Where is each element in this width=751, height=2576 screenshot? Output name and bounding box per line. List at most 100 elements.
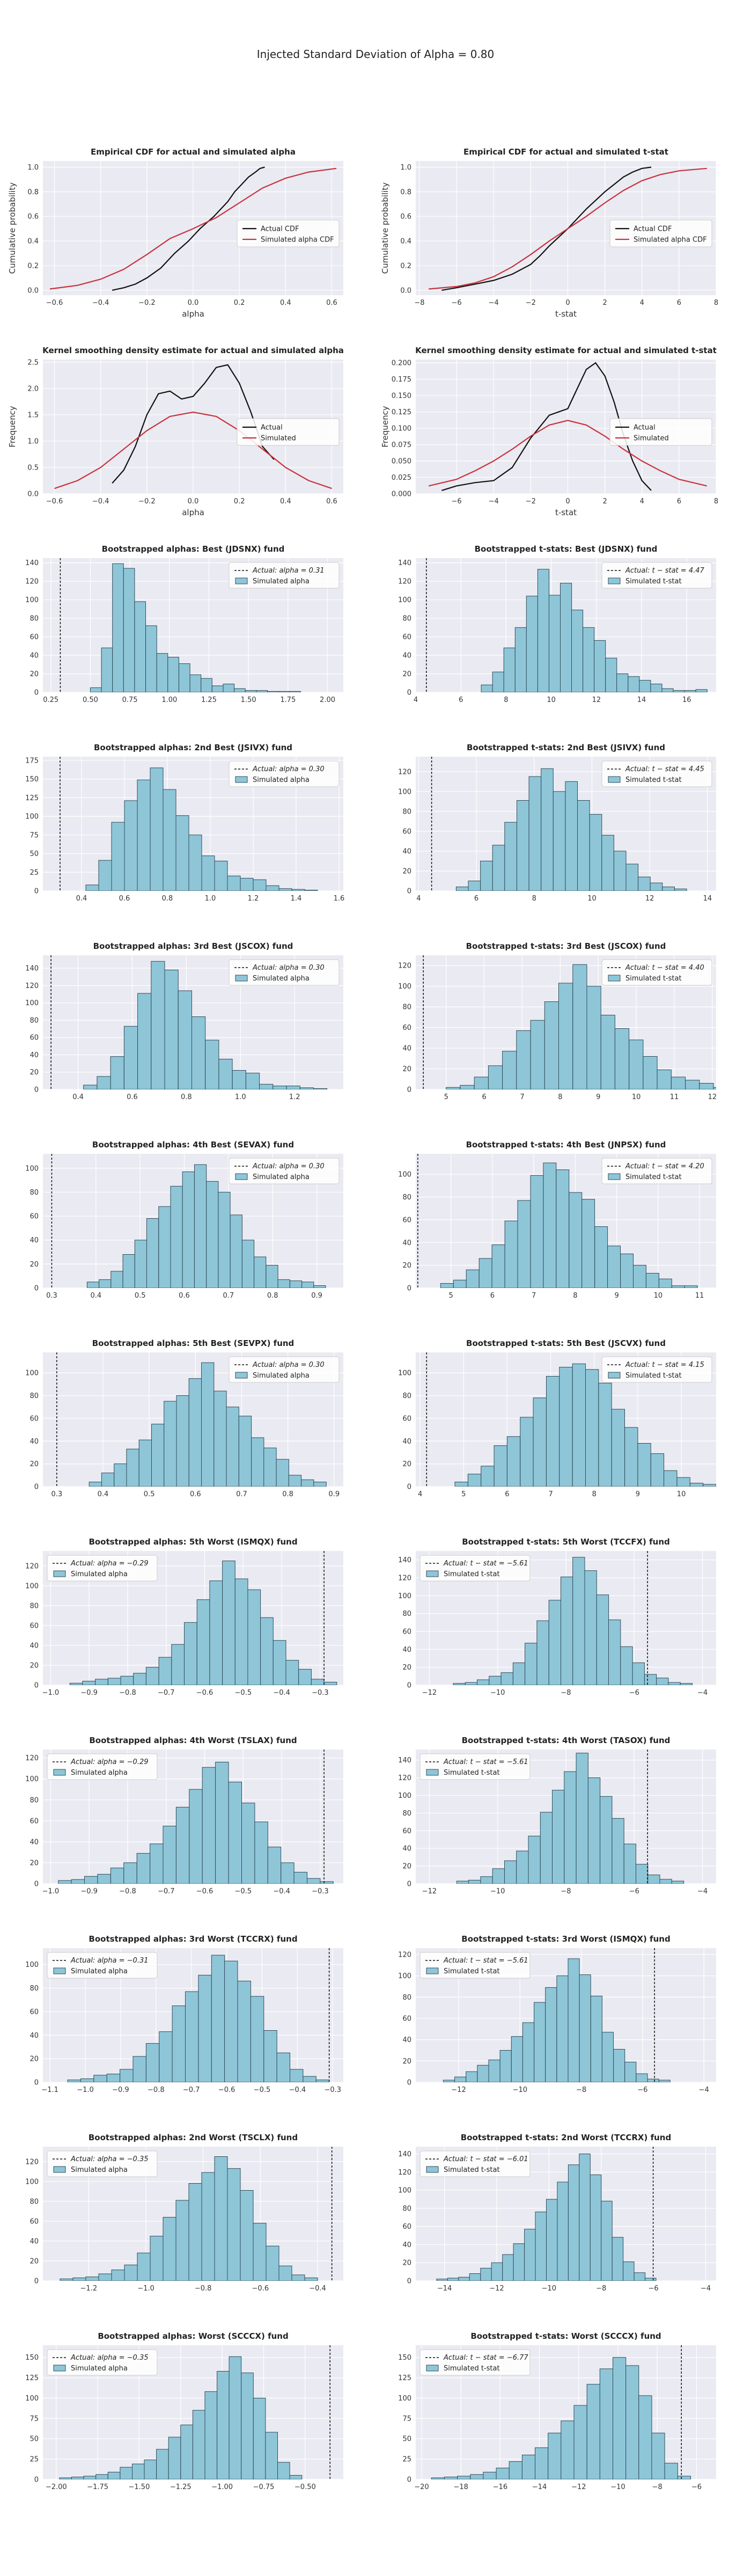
y-tick-label: 120: [398, 578, 411, 586]
x-tick-label: 8: [714, 497, 718, 506]
histogram-bar: [503, 647, 516, 692]
histogram-bar: [291, 2274, 305, 2281]
histogram-bar: [273, 1086, 287, 1089]
histogram-bar: [276, 1459, 289, 1487]
histogram-bar: [499, 2050, 512, 2082]
chart-panel-6: Bootstrapped alphas: 2nd Best (JSIVX) fu…: [25, 743, 344, 903]
histogram-bar: [178, 990, 192, 1089]
legend: Actual CDF Simulated alpha CDF: [237, 219, 340, 247]
histogram-bar: [263, 1447, 277, 1487]
x-tick-label: 1.4: [291, 895, 302, 903]
x-tick-label: −0.3: [312, 1689, 329, 1697]
x-tick-label: 0.6: [326, 497, 337, 506]
x-tick-label: 8: [504, 696, 508, 704]
legend-box: [601, 959, 712, 986]
histogram-bar: [536, 1620, 549, 1685]
y-tick-label: 120: [398, 1774, 411, 1782]
x-tick-label: 4: [416, 895, 421, 903]
y-tick-label: 0: [407, 1086, 411, 1094]
histogram-bar: [638, 876, 651, 891]
x-tick-label: 0.4: [280, 497, 291, 506]
y-tick-label: 40: [402, 1845, 411, 1853]
x-tick-label: −1.50: [129, 2483, 150, 2491]
histogram-bar: [99, 1279, 112, 1288]
chart-panel-19: Bootstrapped t-stats: 3rd Worst (ISMQX) …: [398, 1934, 716, 2094]
histogram-bar: [251, 1437, 264, 1487]
y-tick-label: 0.000: [392, 491, 411, 499]
plot-marks: [56, 1352, 327, 1487]
y-tick-label: 0.8: [27, 188, 39, 196]
x-tick-label: 0.6: [119, 895, 130, 903]
legend-box: [609, 418, 712, 446]
histogram-bar: [167, 657, 179, 692]
y-axis-label: Frequency: [8, 406, 17, 448]
histogram-bar: [97, 1076, 111, 1089]
y-tick-label: 60: [30, 633, 39, 641]
y-tick-label: 0.0: [400, 287, 411, 295]
x-tick-label: −8: [652, 2483, 662, 2491]
histogram-bar: [586, 2384, 600, 2479]
x-tick-label: 6: [474, 895, 478, 903]
series-line-0: [112, 166, 265, 291]
legend-hist-label: Simulated t-stat: [625, 975, 682, 983]
histogram-bar: [156, 2449, 169, 2479]
series-line-0: [112, 364, 275, 484]
x-tick-label: 6: [677, 299, 681, 307]
x-tick-label: −0.3: [324, 2086, 341, 2094]
legend-swatch: [426, 2166, 439, 2173]
histogram-bar: [59, 2477, 72, 2479]
histogram-bar: [564, 1771, 577, 1884]
legend-actual-label: Actual: t − stat = −6.01: [443, 2155, 528, 2163]
panel-title: Bootstrapped t-stats: 4th Best (JNPSX) f…: [466, 1140, 666, 1150]
y-tick-label: 0.150: [392, 392, 411, 400]
histogram-bar: [202, 1767, 216, 1884]
histogram-bar: [158, 1206, 171, 1288]
y-tick-label: 120: [25, 1754, 39, 1762]
histogram-bar: [171, 1644, 185, 1685]
x-tick-label: −10: [610, 2483, 625, 2491]
histogram-bar: [83, 1085, 98, 1089]
histogram-bar: [234, 1578, 248, 1685]
y-axis-label: Cumulative probability: [8, 182, 17, 274]
histogram-bar: [504, 1860, 517, 1884]
panel-title: Bootstrapped t-stats: Best (JDSNX) fund: [475, 544, 658, 554]
histogram-bar: [624, 1427, 638, 1487]
histogram-bar: [541, 768, 554, 891]
histogram-bar: [658, 2080, 671, 2082]
histogram-bar: [85, 2277, 99, 2281]
legend-box: [609, 219, 712, 247]
histogram-bar: [634, 2272, 646, 2281]
histogram-bar: [67, 2080, 81, 2082]
plot-marks: [443, 1948, 671, 2082]
histogram-bar: [468, 881, 481, 891]
x-tick-label: −0.5: [235, 1887, 252, 1896]
x-tick-label: 2: [602, 299, 607, 307]
chart-panel-17: Bootstrapped t-stats: 4th Worst (TASOX) …: [398, 1736, 716, 1896]
x-tick-label: −0.8: [195, 2285, 212, 2293]
chart-panel-21: Bootstrapped t-stats: 2nd Worst (TCCRX) …: [398, 2133, 716, 2293]
y-tick-label: 0: [407, 2278, 411, 2286]
histogram-bar: [713, 1087, 716, 1089]
histogram-bar: [506, 1436, 521, 1487]
x-tick-label: 11: [670, 1093, 679, 1101]
plot-marks: [431, 757, 687, 891]
histogram-bar: [535, 2447, 549, 2479]
histogram-bar: [188, 1378, 202, 1487]
legend-hist-label: Simulated alpha: [253, 776, 310, 784]
y-tick-label: 20: [402, 1460, 411, 1468]
y-tick-label: 100: [398, 2187, 411, 2195]
chart-panel-20: Bootstrapped alphas: 2nd Worst (TSCLX) f…: [25, 2133, 343, 2293]
x-axis-label: t-stat: [555, 309, 577, 319]
histogram-bar: [596, 1594, 609, 1685]
histogram-bar: [110, 1868, 124, 1884]
x-tick-label: −8: [414, 299, 424, 307]
y-tick-label: 80: [402, 808, 411, 816]
panel-title: Kernel smoothing density estimate for ac…: [415, 346, 717, 355]
legend-swatch: [53, 2365, 66, 2372]
chart-panel-16: Bootstrapped alphas: 4th Worst (TSLAX) f…: [25, 1736, 343, 1896]
histogram-bar: [95, 1679, 108, 1685]
x-tick-label: −10: [542, 2285, 556, 2293]
histogram-bar: [227, 875, 241, 891]
histogram-bar: [613, 851, 627, 891]
panel-title: Bootstrapped t-stats: 2nd Worst (TCCRX) …: [461, 2133, 671, 2142]
